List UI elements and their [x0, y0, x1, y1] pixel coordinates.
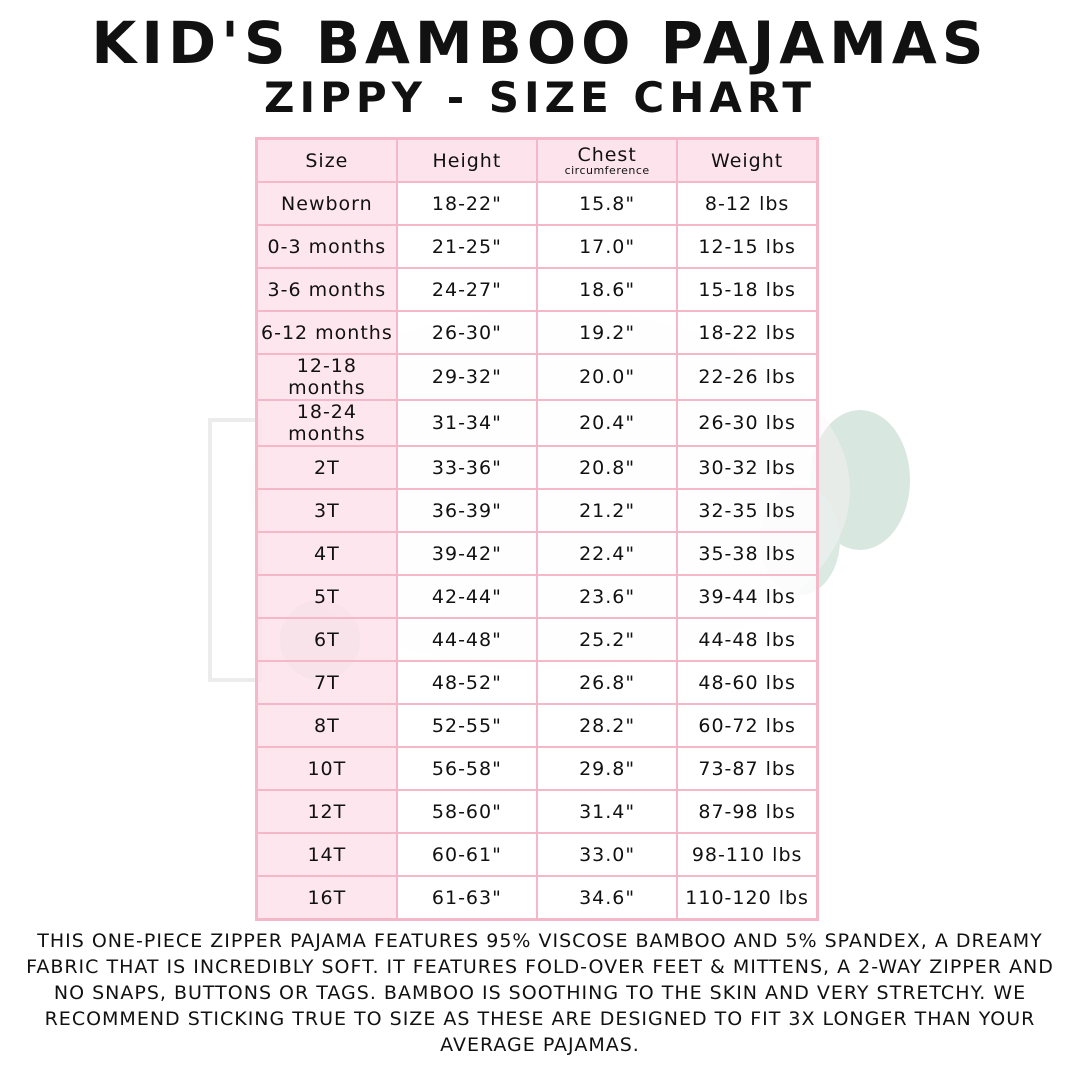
cell-size: 6T [255, 617, 398, 662]
cell-chest: 15.8" [535, 181, 679, 226]
cell-weight: 44-48 lbs [676, 617, 819, 662]
cell-chest: 20.4" [535, 399, 679, 447]
cell-height: 61-63" [395, 875, 539, 921]
cell-chest: 28.2" [535, 703, 679, 748]
cell-weight: 60-72 lbs [676, 703, 819, 748]
page-subtitle: ZIPPY - SIZE CHART [264, 73, 816, 122]
cell-size: 3-6 months [255, 267, 398, 312]
page-title: KID'S BAMBOO PAJAMAS [91, 9, 989, 77]
table-row: 5T 42-44" 23.6" 39-44 lbs [255, 574, 819, 619]
cell-chest: 18.6" [535, 267, 679, 312]
cell-size: 4T [255, 531, 398, 576]
cell-size: 2T [255, 445, 398, 490]
table-row: 3-6 months 24-27" 18.6" 15-18 lbs [255, 267, 819, 312]
cell-height: 24-27" [395, 267, 539, 312]
cell-size: Newborn [255, 181, 398, 226]
cell-weight: 15-18 lbs [676, 267, 819, 312]
table-row: 14T 60-61" 33.0" 98-110 lbs [255, 832, 819, 877]
cell-chest: 26.8" [535, 660, 679, 705]
cell-weight: 12-15 lbs [676, 224, 819, 269]
table-row: 10T 56-58" 29.8" 73-87 lbs [255, 746, 819, 791]
size-chart-table: Size Height Chest circumference Weight Ne… [255, 137, 819, 921]
cell-height: 60-61" [395, 832, 539, 877]
header-size: Size [255, 137, 398, 183]
cell-weight: 32-35 lbs [676, 488, 819, 533]
cell-size: 10T [255, 746, 398, 791]
cell-weight: 26-30 lbs [676, 399, 819, 447]
table-row: 12T 58-60" 31.4" 87-98 lbs [255, 789, 819, 834]
cell-height: 21-25" [395, 224, 539, 269]
cell-chest: 22.4" [535, 531, 679, 576]
cell-weight: 48-60 lbs [676, 660, 819, 705]
cell-size: 8T [255, 703, 398, 748]
cell-height: 58-60" [395, 789, 539, 834]
header-chest-label: Chest [577, 143, 637, 166]
product-description: This one-piece zipper pajama features 95… [26, 930, 1054, 1056]
cell-chest: 29.8" [535, 746, 679, 791]
cell-size: 5T [255, 574, 398, 619]
cell-height: 56-58" [395, 746, 539, 791]
cell-size: 6-12 months [255, 310, 398, 355]
cell-height: 44-48" [395, 617, 539, 662]
cell-height: 52-55" [395, 703, 539, 748]
header-chest-sublabel: circumference [564, 163, 650, 177]
header-height: Height [395, 137, 539, 183]
cell-size: 12T [255, 789, 398, 834]
cell-size: 0-3 months [255, 224, 398, 269]
table-row: 18-24 months 31-34" 20.4" 26-30 lbs [255, 399, 819, 447]
cell-weight: 35-38 lbs [676, 531, 819, 576]
cell-weight: 18-22 lbs [676, 310, 819, 355]
cell-chest: 33.0" [535, 832, 679, 877]
cell-weight: 8-12 lbs [676, 181, 819, 226]
table-row: 16T 61-63" 34.6" 110-120 lbs [255, 875, 819, 921]
cell-height: 18-22" [395, 181, 539, 226]
cell-chest: 23.6" [535, 574, 679, 619]
table-row: 0-3 months 21-25" 17.0" 12-15 lbs [255, 224, 819, 269]
cell-weight: 98-110 lbs [676, 832, 819, 877]
cell-chest: 21.2" [535, 488, 679, 533]
cell-chest: 20.8" [535, 445, 679, 490]
cell-chest: 17.0" [535, 224, 679, 269]
cell-height: 26-30" [395, 310, 539, 355]
cell-chest: 25.2" [535, 617, 679, 662]
cell-weight: 73-87 lbs [676, 746, 819, 791]
cell-weight: 22-26 lbs [676, 353, 819, 401]
cell-chest: 31.4" [535, 789, 679, 834]
cell-height: 48-52" [395, 660, 539, 705]
table-row: Newborn 18-22" 15.8" 8-12 lbs [255, 181, 819, 226]
header-chest: Chest circumference [535, 137, 679, 183]
table-row: 2T 33-36" 20.8" 30-32 lbs [255, 445, 819, 490]
cell-weight: 87-98 lbs [676, 789, 819, 834]
table-row: 12-18 months 29-32" 20.0" 22-26 lbs [255, 353, 819, 401]
cell-size: 3T [255, 488, 398, 533]
cell-height: 33-36" [395, 445, 539, 490]
table-row: 6-12 months 26-30" 19.2" 18-22 lbs [255, 310, 819, 355]
cell-weight: 30-32 lbs [676, 445, 819, 490]
cell-weight: 39-44 lbs [676, 574, 819, 619]
cell-height: 29-32" [395, 353, 539, 401]
header-weight: Weight [676, 137, 819, 183]
cell-height: 31-34" [395, 399, 539, 447]
cell-size: 14T [255, 832, 398, 877]
cell-height: 39-42" [395, 531, 539, 576]
table-row: 7T 48-52" 26.8" 48-60 lbs [255, 660, 819, 705]
table-header-row: Size Height Chest circumference Weight [255, 137, 819, 183]
cell-size: 18-24 months [255, 399, 398, 447]
cell-height: 42-44" [395, 574, 539, 619]
table-row: 6T 44-48" 25.2" 44-48 lbs [255, 617, 819, 662]
table-row: 3T 36-39" 21.2" 32-35 lbs [255, 488, 819, 533]
cell-chest: 20.0" [535, 353, 679, 401]
table-row: 4T 39-42" 22.4" 35-38 lbs [255, 531, 819, 576]
table-row: 8T 52-55" 28.2" 60-72 lbs [255, 703, 819, 748]
cell-size: 12-18 months [255, 353, 398, 401]
cell-size: 16T [255, 875, 398, 921]
cell-weight: 110-120 lbs [676, 875, 819, 921]
cell-size: 7T [255, 660, 398, 705]
cell-chest: 19.2" [535, 310, 679, 355]
cell-height: 36-39" [395, 488, 539, 533]
cell-chest: 34.6" [535, 875, 679, 921]
